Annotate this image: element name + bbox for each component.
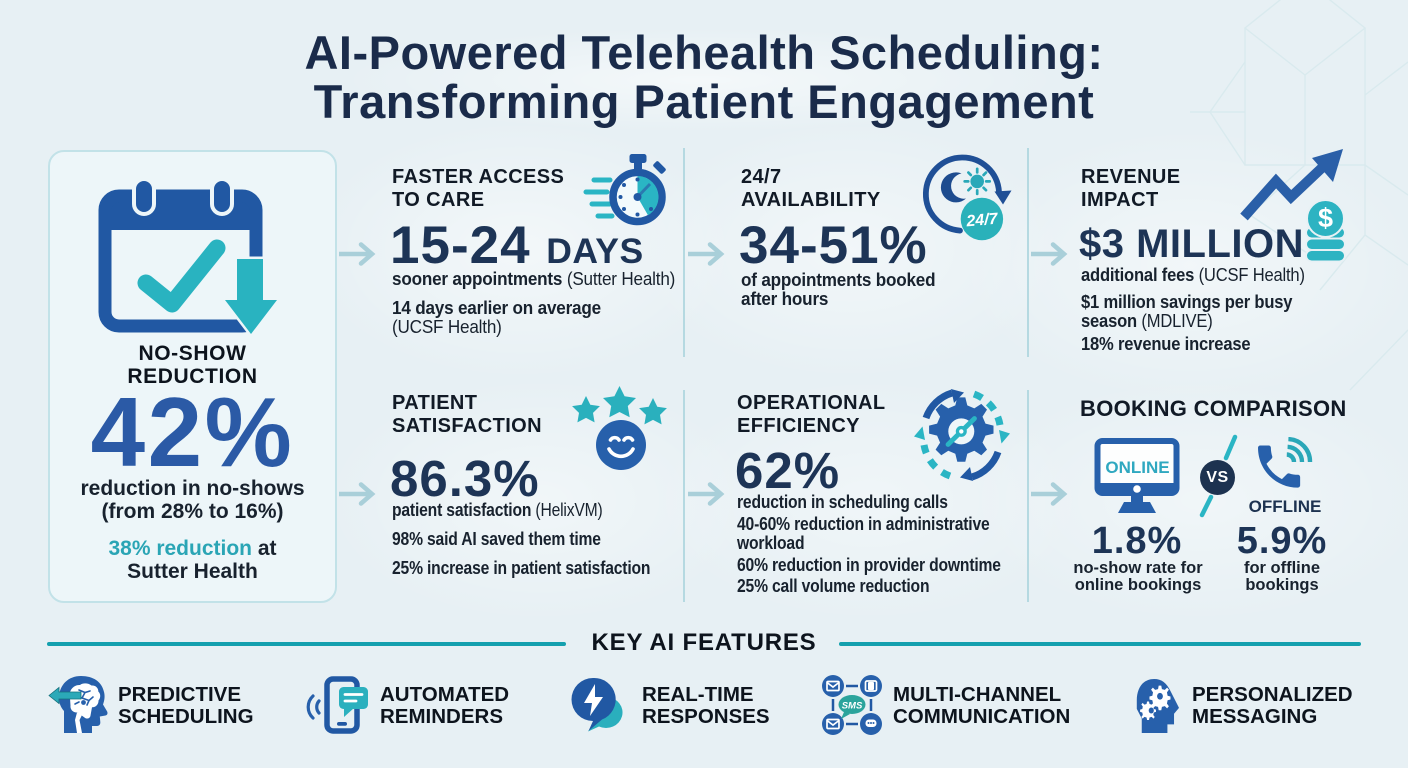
svg-text:$: $: [1318, 203, 1333, 233]
svg-text:ONLINE: ONLINE: [1105, 458, 1169, 477]
svg-text:SMS: SMS: [842, 701, 863, 712]
svg-text:24/7: 24/7: [965, 211, 1000, 231]
